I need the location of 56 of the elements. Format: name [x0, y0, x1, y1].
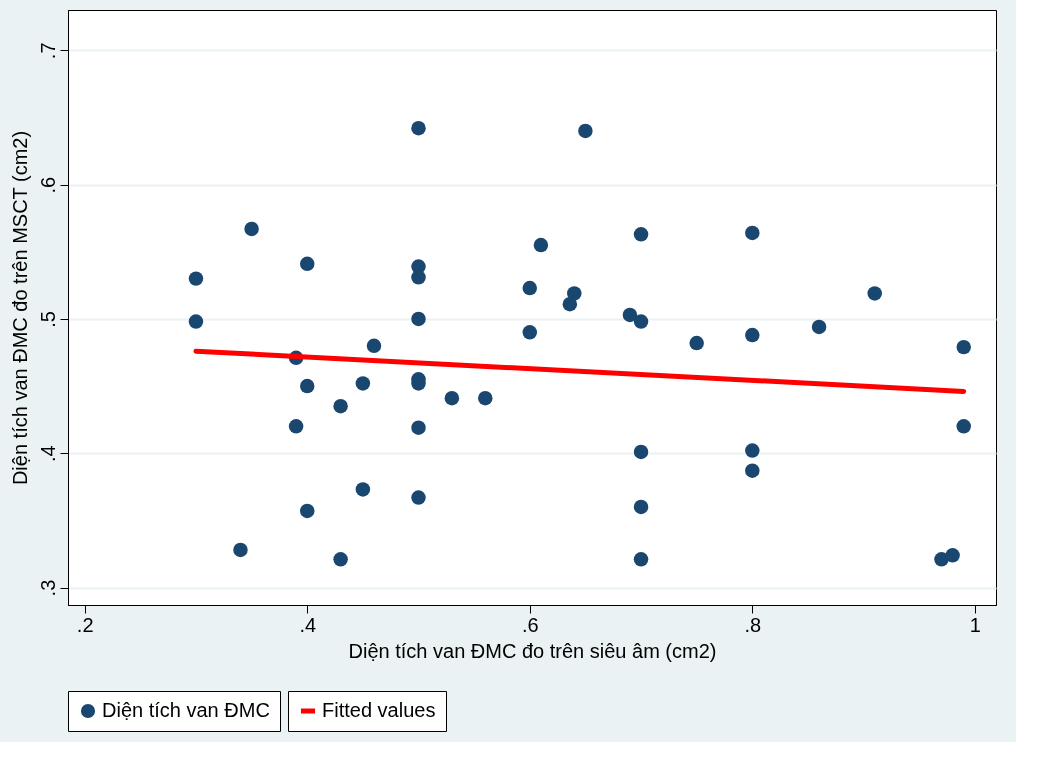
y-tick-label: .4	[36, 445, 59, 463]
point	[633, 444, 649, 460]
y-tick-label: .5	[36, 311, 59, 328]
point	[562, 296, 578, 312]
point	[956, 339, 971, 355]
point	[188, 314, 204, 329]
point	[478, 390, 493, 406]
point	[622, 307, 638, 323]
x-tick-label: .4	[299, 613, 317, 636]
point	[867, 286, 882, 301]
point	[244, 221, 259, 237]
point	[355, 482, 371, 497]
point	[745, 443, 760, 458]
point	[945, 548, 960, 563]
point	[934, 552, 949, 567]
point	[689, 335, 704, 351]
y-tick-label: .3	[36, 579, 59, 597]
x-tick-label: .6	[521, 613, 539, 636]
point	[333, 552, 348, 567]
point	[633, 552, 649, 567]
point	[411, 311, 426, 327]
point	[299, 378, 315, 394]
y-tick-label: .6	[36, 176, 59, 194]
point	[956, 419, 971, 434]
point	[355, 376, 371, 391]
legend-label: Fitted values	[322, 699, 436, 721]
point	[299, 256, 315, 272]
x-axis-title: Diện tích van ĐMC đo trên siêu âm (cm2)	[348, 639, 717, 662]
point	[288, 419, 304, 434]
x-tick-label: .2	[76, 613, 94, 636]
legend-label: Diện tích van ĐMC	[102, 699, 270, 721]
x-tick-label: .8	[744, 613, 762, 636]
point	[411, 120, 426, 136]
point	[633, 314, 649, 329]
point	[522, 280, 538, 296]
point	[333, 398, 348, 414]
point	[533, 237, 549, 253]
point	[444, 390, 460, 406]
point	[522, 325, 538, 340]
point	[411, 270, 426, 285]
point	[188, 271, 204, 286]
point	[366, 338, 382, 354]
point	[745, 225, 760, 241]
x-tick-label: 1	[969, 613, 981, 636]
point	[233, 542, 248, 558]
point	[411, 420, 426, 435]
y-axis-title: Diện tích van ĐMC đo trên MSCT (cm2)	[8, 130, 31, 486]
point	[411, 490, 426, 505]
y-tick-label: .7	[36, 42, 59, 60]
point	[745, 327, 760, 343]
point	[299, 503, 315, 519]
point	[578, 123, 593, 139]
point	[811, 319, 827, 335]
point	[633, 499, 649, 515]
point	[745, 463, 760, 478]
point	[633, 227, 649, 242]
